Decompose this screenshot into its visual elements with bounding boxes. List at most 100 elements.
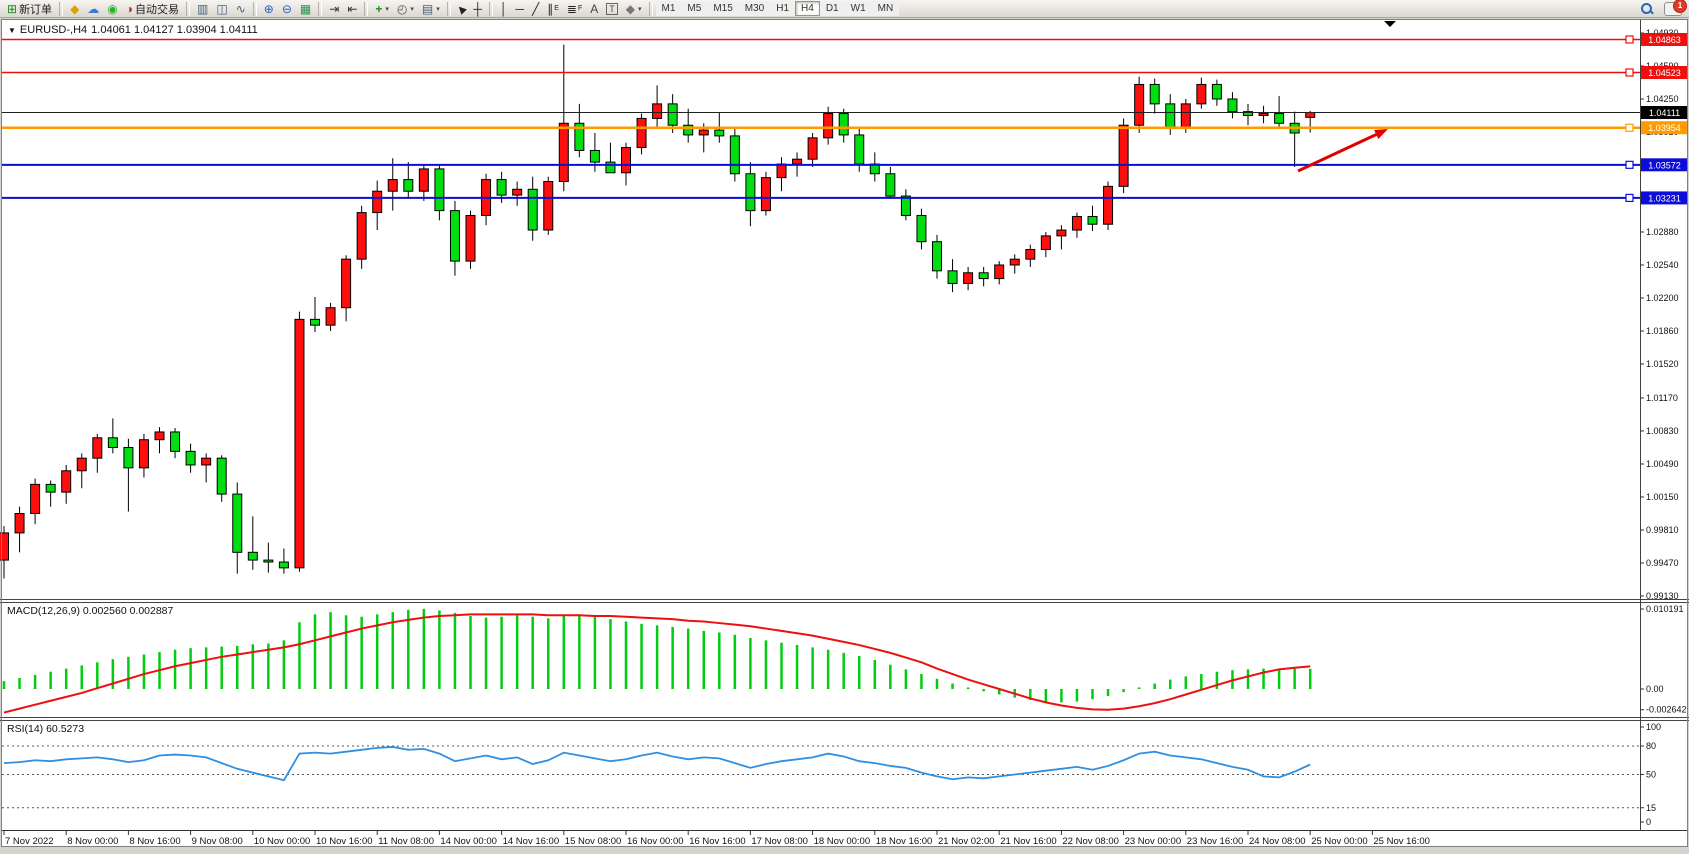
trend-arrow-head[interactable] [1374,129,1388,140]
candle-body [1165,103,1176,129]
candle-body [310,318,320,326]
candle-body [900,195,911,216]
timeframe-h1-button[interactable]: H1 [770,1,796,16]
candle-body [667,103,678,126]
arrows-button[interactable]: ◆ ▾ [622,1,646,17]
candle-body [263,559,274,563]
text-label-button[interactable]: T [602,1,622,17]
periods-icon: ◴ [396,1,408,16]
candle-body [807,137,818,160]
trendline-button[interactable]: ╱ [528,1,543,17]
candle-body [1056,229,1067,237]
candle-body [776,163,787,179]
candle-body [107,437,118,448]
candle-body [792,158,803,165]
price-tick-label: 1.02200 [1646,293,1679,303]
price-tick-label: 1.00150 [1646,492,1679,502]
vertical-line-button[interactable]: │ [496,1,512,17]
line-chart-button[interactable]: ∿ [232,1,250,17]
zoom-in-button[interactable]: ⊕ [260,1,278,17]
community-button[interactable]: ☁ [83,1,103,17]
horizontal-line-button[interactable]: ─ [511,1,528,17]
candle-body [170,431,181,452]
fibonacci-button[interactable]: ≣ F [563,1,586,17]
toolbar-separator [364,1,369,16]
indicators-caret-icon[interactable]: ▾ [385,5,389,13]
search-icon[interactable] [1640,2,1654,16]
periods-caret-icon[interactable]: ▾ [410,5,414,13]
periods-button[interactable]: ◴ ▾ [393,1,418,17]
timeframe-w1-button[interactable]: W1 [844,1,872,16]
time-tick-label: 7 Nov 2022 [5,836,54,847]
auto-scroll-button[interactable]: ⇥ [325,1,343,17]
timeframe-h4-button[interactable]: H4 [795,1,820,16]
price-axis[interactable]: 1.049301.045901.042501.039101.035701.032… [1640,20,1688,830]
toolbar-separator [59,1,64,16]
crosshair-button[interactable]: ┼ [469,1,486,17]
candlestick-chart-button[interactable]: ◫ [212,1,231,17]
tile-windows-button[interactable]: ▦ [296,1,315,17]
autotrading-button[interactable]: ◑ 自动交易 [122,1,183,17]
timeframe-m15-button[interactable]: M15 [707,1,739,16]
text-button[interactable]: A [586,1,602,17]
metaeditor-button[interactable]: ◆ [66,1,83,17]
price-line-label: 1.04111 [1641,105,1688,119]
candle-body [714,129,725,137]
toolbar-separator [488,1,493,16]
candle-body [1227,98,1238,113]
trend-arrow-annotation[interactable] [1297,129,1388,173]
candle-body [885,173,896,197]
pane-separator[interactable] [0,717,1689,721]
time-tick-label: 11 Nov 08:00 [378,836,434,847]
candle-body [449,210,460,262]
zoom-out-button[interactable]: ⊖ [278,1,296,17]
new-order-button[interactable]: ⊞ 新订单 [3,1,56,17]
indicators-button[interactable]: + ▾ [371,1,393,17]
templates-button[interactable]: ▤ ▾ [418,1,444,17]
timeframe-d1-button[interactable]: D1 [819,1,845,16]
timeframe-m1-button[interactable]: M1 [655,1,682,16]
candle-body [1258,113,1269,117]
chart-shift-icon: ⇤ [347,1,358,16]
price-label-box [1641,191,1688,205]
time-tick-label: 18 Nov 16:00 [876,836,933,847]
line-chart-icon: ∿ [235,1,246,16]
chart-dropdown-icon[interactable]: ▼ [8,25,16,35]
chat-icon[interactable]: 1 [1664,0,1687,16]
rsi-axis-label: 80 [1646,741,1656,751]
hline-handle[interactable] [1625,160,1634,169]
time-tick-label: 15 Nov 08:00 [565,836,622,847]
chart-window-background [2,20,1687,846]
candle-body [232,493,243,553]
hline-handle[interactable] [1625,35,1634,44]
hline-handle[interactable] [1625,193,1634,203]
time-tick-label: 23 Nov 00:00 [1125,836,1182,847]
cursor-button[interactable]: ▶ [454,1,470,17]
equidistant-channel-button[interactable]: ∥ E [543,1,563,17]
macd-axis-label: 0.00 [1646,684,1664,694]
time-axis[interactable]: 7 Nov 2022 8 Nov 00:00 8 Nov 16:00 9 Nov 08… [3,831,1430,847]
timeframe-mn-button[interactable]: MN [871,1,900,16]
bar-chart-button[interactable]: ▥ [193,1,212,17]
chart-shift-marker-icon[interactable] [1384,21,1396,27]
indicators-icon: + [375,1,383,16]
hline-handle[interactable] [1625,68,1634,77]
arrows-caret-icon[interactable]: ▾ [638,5,642,13]
timeframe-m5-button[interactable]: M5 [681,1,708,16]
templates-caret-icon[interactable]: ▾ [436,5,440,13]
chart-shift-button[interactable]: ⇤ [343,1,361,17]
trend-arrow-shaft[interactable] [1297,133,1377,173]
rsi-line [3,746,1311,782]
price-label-text: 1.04863 [1648,35,1681,45]
time-tick-label: 23 Nov 16:00 [1187,836,1244,847]
zoom-in-icon: ⊕ [263,1,274,16]
pane-separator[interactable] [0,599,1689,603]
main-toolbar: ⊞ 新订单 ◆ ☁ ◉ ◑ 自动交易 ▥ ◫ ∿ ⊕ ⊖ ▦ ⇥ ⇤ + ▾ ◴ ▾ ▤ ▾ ▶ ┼ │ ─ ╱ ∥ E ≣ F A T ◆ ▾ M… [0,0,1689,18]
timeframe-m30-button[interactable]: M30 [738,1,771,16]
signals-button[interactable]: ◉ [103,1,121,17]
candle-body [605,161,616,174]
candle-body [138,439,149,469]
candle-body [1274,113,1285,124]
hline-handle[interactable] [1625,123,1634,132]
candle-body [92,437,103,459]
